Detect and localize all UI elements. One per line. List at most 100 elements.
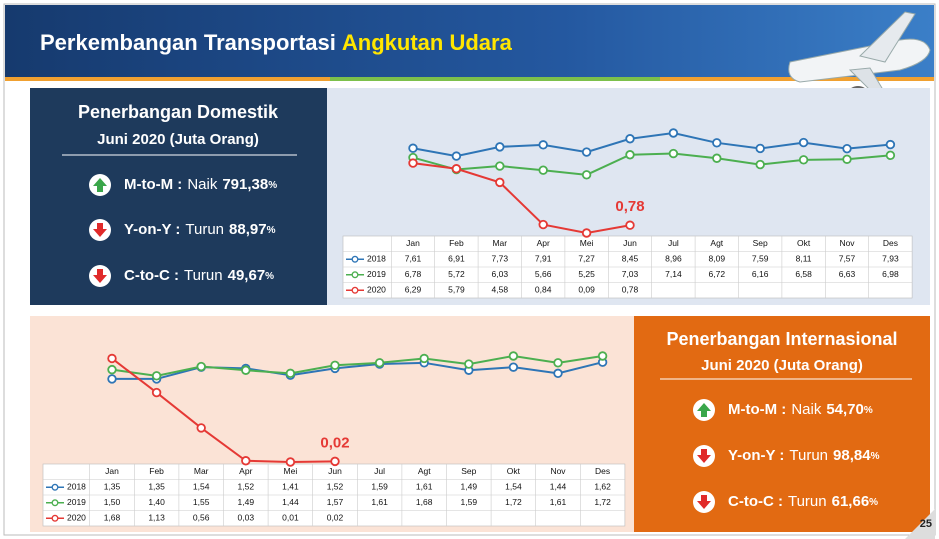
series-point (287, 370, 295, 378)
stat-label: M-to-M : (728, 401, 786, 418)
series-point (583, 148, 591, 156)
table-value: 1,49 (238, 497, 255, 507)
table-value: 1,68 (104, 513, 121, 523)
legend-marker (352, 272, 358, 278)
table-value: 1,68 (416, 497, 433, 507)
legend-marker (352, 256, 358, 262)
series-point (554, 370, 562, 378)
legend-label: 2019 (367, 269, 386, 279)
table-month: Jan (406, 238, 420, 248)
legend-label: 2018 (367, 254, 386, 264)
stat-label: C-to-C : (728, 493, 783, 510)
table-value: 1,35 (148, 482, 165, 492)
table-month: Sep (753, 238, 768, 248)
series-point (496, 162, 504, 170)
series-point (287, 458, 295, 466)
series-point (331, 458, 339, 466)
stat-direction: Turun (185, 221, 224, 238)
stat-unit: % (864, 405, 873, 416)
series-point (670, 129, 678, 137)
panel-title: Penerbangan Internasional (666, 329, 897, 349)
table-month: Okt (797, 238, 811, 248)
stat-unit: % (268, 180, 277, 191)
table-value: 0,09 (578, 285, 595, 295)
table-value: 6,29 (405, 285, 422, 295)
table-month: Mar (194, 466, 209, 476)
legend-label: 2019 (67, 497, 86, 507)
series-point (713, 139, 721, 147)
table-month: Mei (284, 466, 298, 476)
series-point (465, 360, 473, 368)
table-value: 7,61 (405, 254, 422, 264)
series-point (197, 363, 205, 371)
highlight-label: 0,02 (320, 434, 349, 451)
series-point (756, 145, 764, 153)
table-month: Okt (507, 466, 521, 476)
stat-unit: % (267, 225, 276, 236)
series-point (670, 150, 678, 158)
header-stripe (330, 77, 660, 81)
series-point (453, 152, 461, 160)
stat-value: 88,97 (229, 221, 267, 238)
table-value: 6,63 (839, 269, 856, 279)
series-point (496, 143, 504, 151)
table-value: 6,78 (405, 269, 422, 279)
table-month: Jul (374, 466, 385, 476)
table-value: 5,25 (578, 269, 595, 279)
series-point (539, 221, 547, 229)
stat-line: Y-on-Y :Turun88,97% (124, 221, 276, 238)
table-value: 1,72 (594, 497, 611, 507)
table-month: Feb (149, 466, 164, 476)
table-value: 5,72 (448, 269, 465, 279)
table-value: 1,59 (461, 497, 478, 507)
series-point (420, 355, 428, 363)
stat-value: 791,38 (222, 176, 268, 193)
series-point (510, 363, 518, 371)
table-month: Nov (839, 238, 855, 248)
table-month: Jan (105, 466, 119, 476)
table-value: 1,41 (282, 482, 299, 492)
stat-value: 61,66 (832, 493, 870, 510)
table-month: Des (595, 466, 610, 476)
table-value: 7,73 (492, 254, 509, 264)
series-point (554, 359, 562, 367)
series-point (108, 375, 116, 383)
table-value: 1,49 (461, 482, 478, 492)
series-point (331, 361, 339, 369)
table-value: 1,13 (148, 513, 165, 523)
table-value: 1,61 (550, 497, 567, 507)
legend-marker (52, 500, 58, 506)
page-number: 25 (920, 518, 932, 530)
series-point (376, 359, 384, 367)
legend-label: 2020 (367, 285, 386, 295)
panel-subtitle: Juni 2020 (Juta Orang) (701, 357, 863, 374)
stat-direction: Turun (789, 447, 828, 464)
series-point (242, 366, 250, 374)
table-value: 6,03 (492, 269, 509, 279)
series-point (153, 389, 161, 397)
table-value: 1,35 (104, 482, 121, 492)
stat-direction: Naik (791, 401, 822, 418)
table-value: 7,03 (622, 269, 639, 279)
series-point (599, 352, 607, 360)
table-value: 4,58 (492, 285, 509, 295)
series-point (800, 139, 808, 147)
table-month: Apr (537, 238, 550, 248)
panel-subtitle: Juni 2020 (Juta Orang) (97, 131, 259, 148)
series-point (108, 366, 116, 374)
highlight-label: 0,78 (615, 198, 644, 215)
stat-direction: Naik (187, 176, 218, 193)
title-highlight: Angkutan Udara (342, 30, 513, 55)
stat-value: 54,70 (826, 401, 864, 418)
table-value: 6,98 (882, 269, 899, 279)
panel-title: Penerbangan Domestik (78, 102, 279, 122)
table-value: 6,72 (709, 269, 726, 279)
series-point (626, 151, 634, 159)
table-value: 1,40 (148, 497, 165, 507)
table-value: 8,45 (622, 254, 639, 264)
table-value: 8,09 (709, 254, 726, 264)
table-month: Agt (710, 238, 723, 248)
